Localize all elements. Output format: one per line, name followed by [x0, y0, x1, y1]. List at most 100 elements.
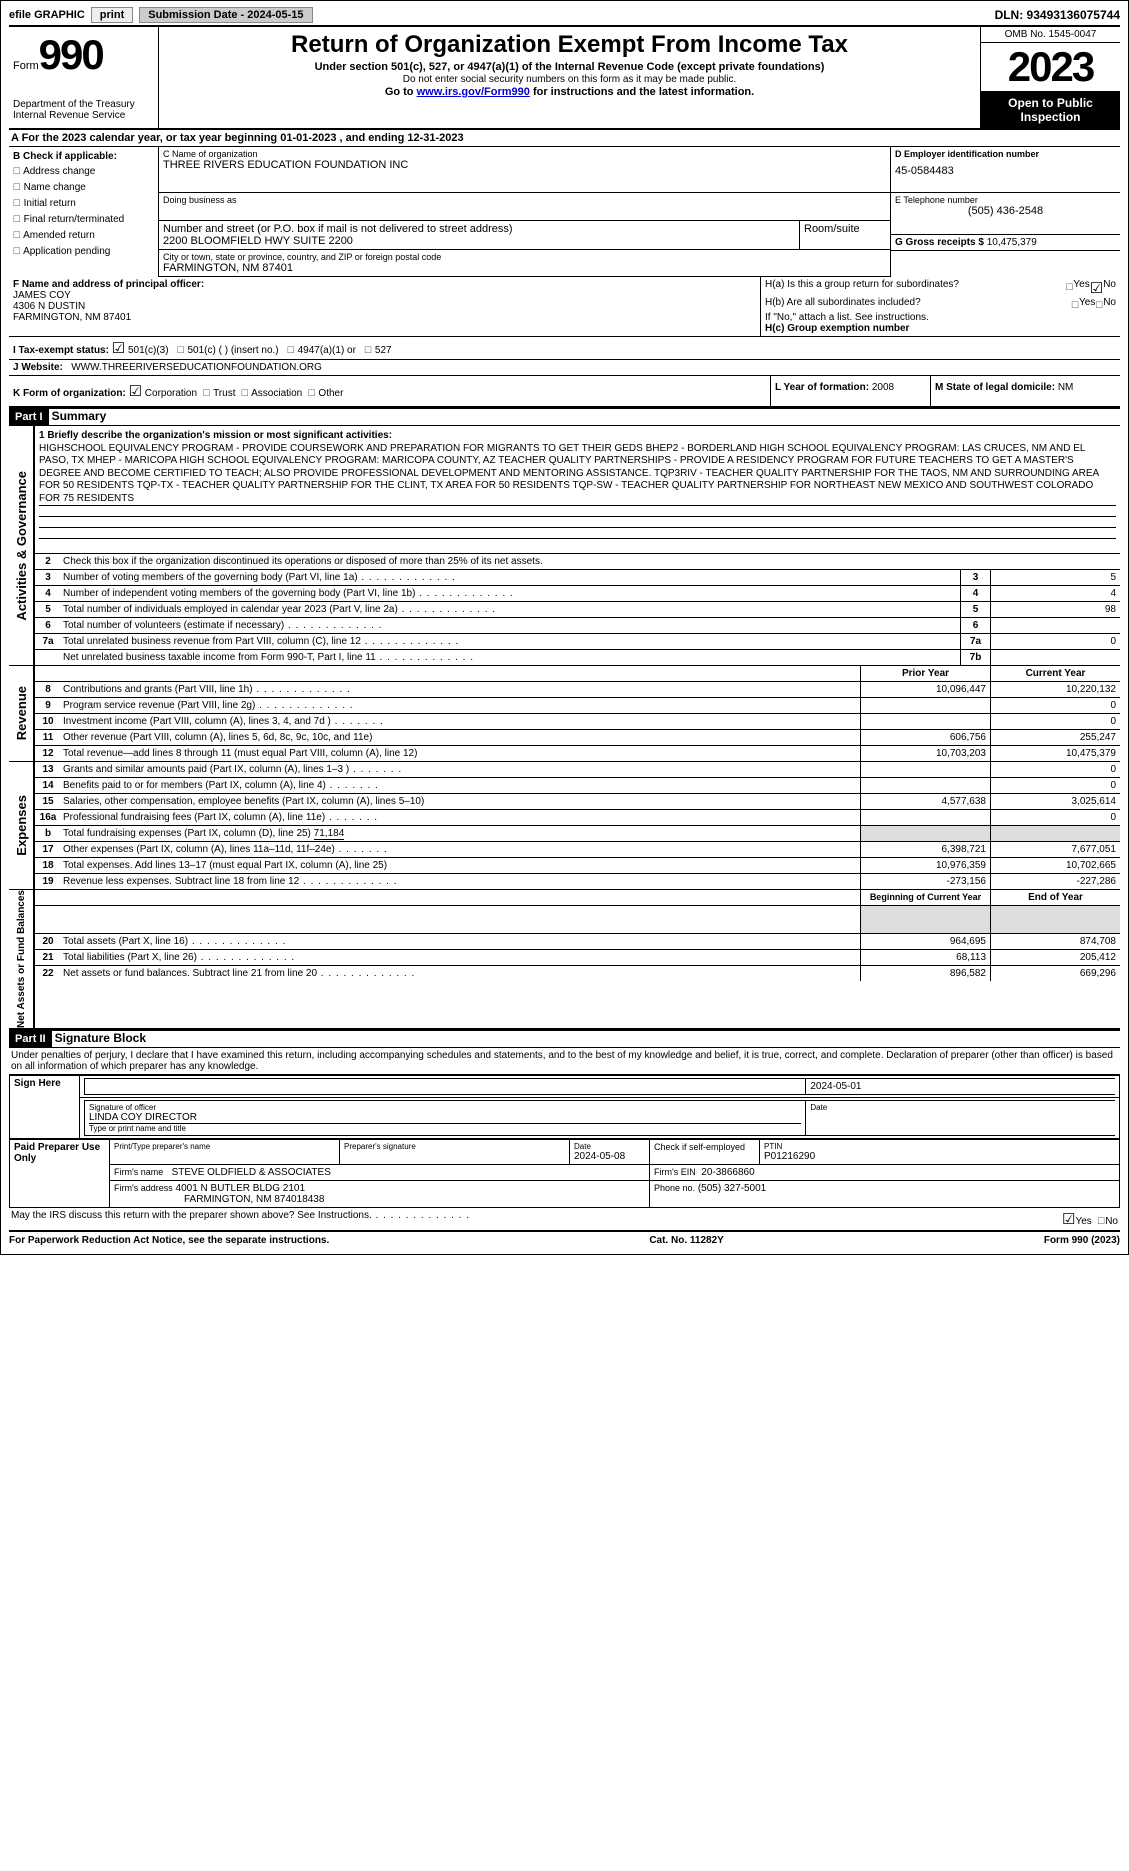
- form-title: Return of Organization Exempt From Incom…: [163, 31, 976, 59]
- checkbox-icon[interactable]: ☐: [308, 385, 316, 400]
- prep-date: 2024-05-08: [574, 1151, 645, 1162]
- firm-addr2: FARMINGTON, NM 874018438: [184, 1194, 324, 1205]
- instructions-note: Go to www.irs.gov/Form990 for instructio…: [163, 86, 976, 98]
- checkbox-icon[interactable]: ☐: [13, 179, 21, 194]
- chk-final: Final return/terminated: [24, 214, 125, 225]
- l-section: L Year of formation: 2008: [770, 376, 930, 406]
- line13-text: Grants and similar amounts paid (Part IX…: [61, 762, 860, 777]
- line4-text: Number of independent voting members of …: [61, 586, 960, 601]
- part2-header: Part II Signature Block: [9, 1030, 1120, 1048]
- gross-receipts-value: 10,475,379: [987, 237, 1037, 248]
- prep-name-label: Print/Type preparer's name: [114, 1142, 335, 1151]
- 501c3-label: 501(c)(3): [128, 345, 169, 356]
- 501c-label: 501(c) ( ) (insert no.): [188, 345, 279, 356]
- no-label: No: [1103, 279, 1116, 297]
- m-label: M State of legal domicile:: [935, 382, 1055, 393]
- line12-curr: 10,475,379: [990, 746, 1120, 761]
- efile-label: efile GRAPHIC: [9, 9, 85, 21]
- column-d: D Employer identification number 45-0584…: [890, 147, 1120, 277]
- checkbox-checked-icon[interactable]: ☑: [1090, 279, 1103, 297]
- line15-text: Salaries, other compensation, employee b…: [61, 794, 860, 809]
- prep-date-label: Date: [574, 1142, 645, 1151]
- footer-right: Form 990 (2023): [1044, 1235, 1120, 1246]
- k-label: K Form of organization:: [13, 388, 126, 399]
- note2a: Go to: [385, 86, 417, 98]
- activities-side-label: Activities & Governance: [14, 471, 29, 621]
- line6-value: [990, 618, 1120, 633]
- submission-date-button[interactable]: Submission Date - 2024-05-15: [139, 7, 312, 23]
- self-employed-label: Check if self-employed: [650, 1140, 760, 1165]
- row-a-label: A For the 2023 calendar year, or tax yea…: [11, 132, 280, 144]
- print-button[interactable]: print: [91, 7, 133, 23]
- line20-end: 874,708: [990, 934, 1120, 949]
- m-section: M State of legal domicile: NM: [930, 376, 1120, 406]
- checkbox-icon[interactable]: ☐: [13, 195, 21, 210]
- part1-badge: Part I: [9, 409, 49, 425]
- checkbox-icon[interactable]: ☐: [177, 342, 185, 357]
- checkbox-icon[interactable]: ☐: [13, 163, 21, 178]
- ein-value: 45-0584483: [895, 165, 1116, 177]
- line16a-text: Professional fundraising fees (Part IX, …: [61, 810, 860, 825]
- row-a-mid: , and ending: [336, 132, 407, 144]
- street-value: 2200 BLOOMFIELD HWY SUITE 2200: [163, 235, 795, 247]
- expenses-section: Expenses 13Grants and similar amounts pa…: [9, 762, 1120, 890]
- line21-begin: 68,113: [860, 950, 990, 965]
- row-j: J Website: WWW.THREERIVERSEDUCATIONFOUND…: [9, 360, 1120, 376]
- line18-curr: 10,702,665: [990, 858, 1120, 873]
- checkbox-icon[interactable]: ☐: [1095, 297, 1103, 312]
- revenue-side-label: Revenue: [14, 686, 29, 740]
- line17-prior: 6,398,721: [860, 842, 990, 857]
- checkbox-icon[interactable]: ☐: [13, 243, 21, 258]
- checkbox-icon[interactable]: ☐: [203, 385, 211, 400]
- form-word: Form: [13, 60, 39, 72]
- mission-label: 1 Briefly describe the organization's mi…: [39, 430, 392, 441]
- checkbox-icon[interactable]: ☐: [287, 342, 295, 357]
- line8-curr: 10,220,132: [990, 682, 1120, 697]
- no-label: No: [1105, 1216, 1118, 1227]
- chk-address: Address change: [23, 166, 95, 177]
- end-year-header: End of Year: [990, 890, 1120, 905]
- line22-text: Net assets or fund balances. Subtract li…: [61, 966, 860, 981]
- checkbox-checked-icon[interactable]: ☑: [1062, 1211, 1075, 1228]
- gross-receipts-label: G Gross receipts $: [895, 237, 984, 248]
- checkbox-icon[interactable]: ☐: [241, 385, 249, 400]
- checkbox-checked-icon[interactable]: ☑: [112, 340, 125, 357]
- part2-title: Signature Block: [55, 1031, 146, 1045]
- h-section: H(a) Is this a group return for subordin…: [760, 277, 1120, 336]
- phone-label: E Telephone number: [895, 195, 1116, 205]
- firm-addr-label: Firm's address: [114, 1183, 173, 1193]
- j-label: J Website:: [13, 362, 63, 373]
- line20-begin: 964,695: [860, 934, 990, 949]
- hb-label: H(b) Are all subordinates included?: [765, 297, 1071, 312]
- irs-form-link[interactable]: www.irs.gov/Form990: [417, 86, 530, 98]
- firm-ein-label: Firm's EIN: [654, 1167, 696, 1177]
- checkbox-icon[interactable]: ☐: [364, 342, 372, 357]
- paid-preparer-table: Paid Preparer Use Only Print/Type prepar…: [9, 1139, 1120, 1208]
- line6-text: Total number of volunteers (estimate if …: [61, 618, 960, 633]
- checkbox-icon[interactable]: ☐: [13, 227, 21, 242]
- website-value: WWW.THREERIVERSEDUCATIONFOUNDATION.ORG: [71, 362, 322, 373]
- room-label: Room/suite: [804, 223, 886, 235]
- firm-phone: (505) 327-5001: [698, 1183, 766, 1194]
- checkbox-icon[interactable]: ☐: [13, 211, 21, 226]
- form-number: 990: [39, 31, 103, 78]
- city-label: City or town, state or province, country…: [163, 252, 886, 262]
- dba-label: Doing business as: [163, 195, 886, 205]
- line17-text: Other expenses (Part IX, column (A), lin…: [61, 842, 860, 857]
- firm-addr1: 4001 N BUTLER BLDG 2101: [176, 1183, 306, 1194]
- line16b-text: Total fundraising expenses (Part IX, col…: [61, 826, 860, 841]
- checkbox-icon[interactable]: ☐: [1066, 279, 1074, 297]
- line21-text: Total liabilities (Part X, line 26): [61, 950, 860, 965]
- revenue-section: Revenue Prior YearCurrent Year 8Contribu…: [9, 666, 1120, 762]
- paid-preparer-label: Paid Preparer Use Only: [10, 1140, 110, 1208]
- line11-prior: 606,756: [860, 730, 990, 745]
- firm-phone-label: Phone no.: [654, 1183, 695, 1193]
- checkbox-checked-icon[interactable]: ☑: [129, 383, 142, 400]
- line19-text: Revenue less expenses. Subtract line 18 …: [61, 874, 860, 889]
- line19-curr: -227,286: [990, 874, 1120, 889]
- checkbox-icon[interactable]: ☐: [1071, 297, 1079, 312]
- line3-value: 5: [990, 570, 1120, 585]
- page-footer: For Paperwork Reduction Act Notice, see …: [9, 1232, 1120, 1246]
- hb-note: If "No," attach a list. See instructions…: [765, 312, 1116, 323]
- mission-box: 1 Briefly describe the organization's mi…: [35, 426, 1120, 553]
